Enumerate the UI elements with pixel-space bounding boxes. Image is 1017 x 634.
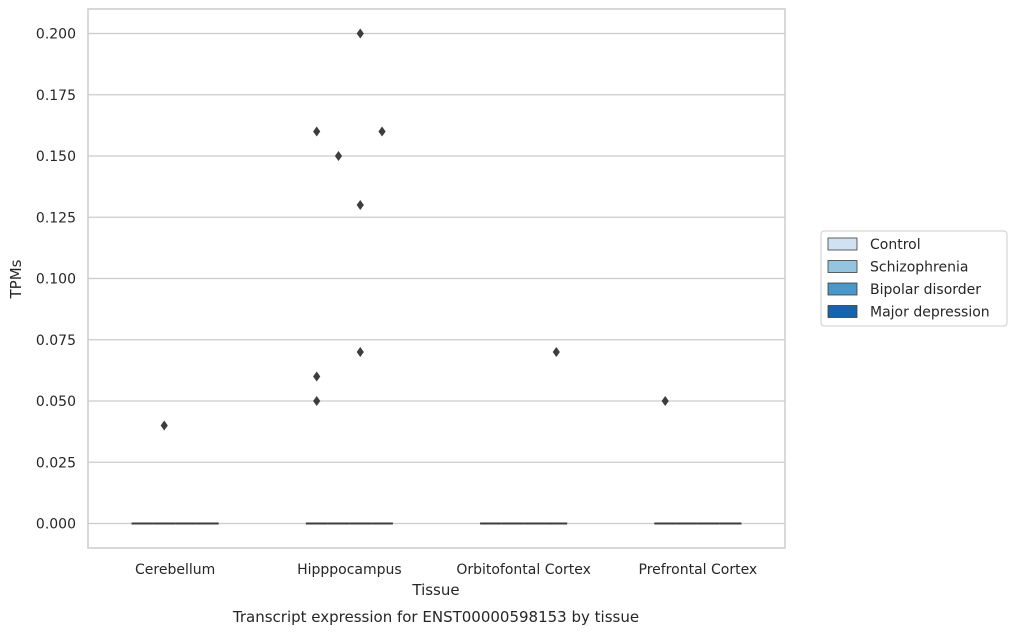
outlier-point [552, 347, 560, 357]
outlier-point [313, 371, 321, 382]
legend-label: Control [870, 237, 921, 253]
x-tick-labels: Cerebellum Hipppocampus Orbitofontal Corte… [135, 562, 757, 578]
x-tick-label: Cerebellum [135, 562, 215, 578]
legend-label: Bipolar disorder [870, 282, 981, 298]
y-tick-label: 0.200 [36, 27, 76, 43]
outlier-point [313, 126, 321, 137]
outlier-point [313, 396, 321, 406]
x-tick-label: Prefrontal Cortex [639, 562, 758, 578]
x-tick-label: Hipppocampus [297, 562, 402, 578]
outlier-point [160, 420, 168, 431]
y-tick-label: 0.175 [36, 88, 76, 104]
grid-lines [88, 32, 785, 525]
outlier-point [356, 200, 364, 210]
y-tick-label: 0.125 [36, 210, 76, 226]
outlier-point [356, 28, 364, 39]
y-tick-label: 0.100 [36, 272, 76, 288]
legend-swatch [827, 260, 858, 273]
x-axis-label: Tissue [411, 581, 459, 599]
y-tick-label: 0.025 [36, 455, 76, 471]
plot-frame [87, 8, 786, 549]
outlier-point [378, 126, 386, 137]
legend-swatch [827, 305, 858, 318]
y-tick-label: 0.075 [36, 333, 76, 349]
outlier-point [334, 151, 343, 161]
chart-caption: Transcript expression for ENST0000059815… [232, 608, 639, 626]
y-tick-labels: 0.000 0.025 0.050 0.075 0.100 0.125 0.150 0.175… [36, 27, 76, 533]
legend: Control Schizophrenia Bipolar disorder Majo… [820, 230, 1008, 327]
y-axis-label: TPMs [7, 259, 25, 299]
outlier-point [356, 347, 364, 357]
legend-swatch [827, 282, 858, 296]
y-tick-label: 0.000 [36, 517, 76, 533]
outlier-layer [160, 28, 669, 431]
y-tick-label: 0.050 [36, 394, 76, 410]
legend-frame [820, 230, 1008, 327]
legend-label: Schizophrenia [870, 260, 968, 276]
x-tick-label: Orbitofontal Cortex [456, 562, 591, 578]
outlier-point [661, 396, 669, 406]
y-tick-label: 0.150 [36, 149, 76, 165]
legend-label: Major depression [870, 305, 990, 321]
legend-swatch [827, 237, 858, 251]
